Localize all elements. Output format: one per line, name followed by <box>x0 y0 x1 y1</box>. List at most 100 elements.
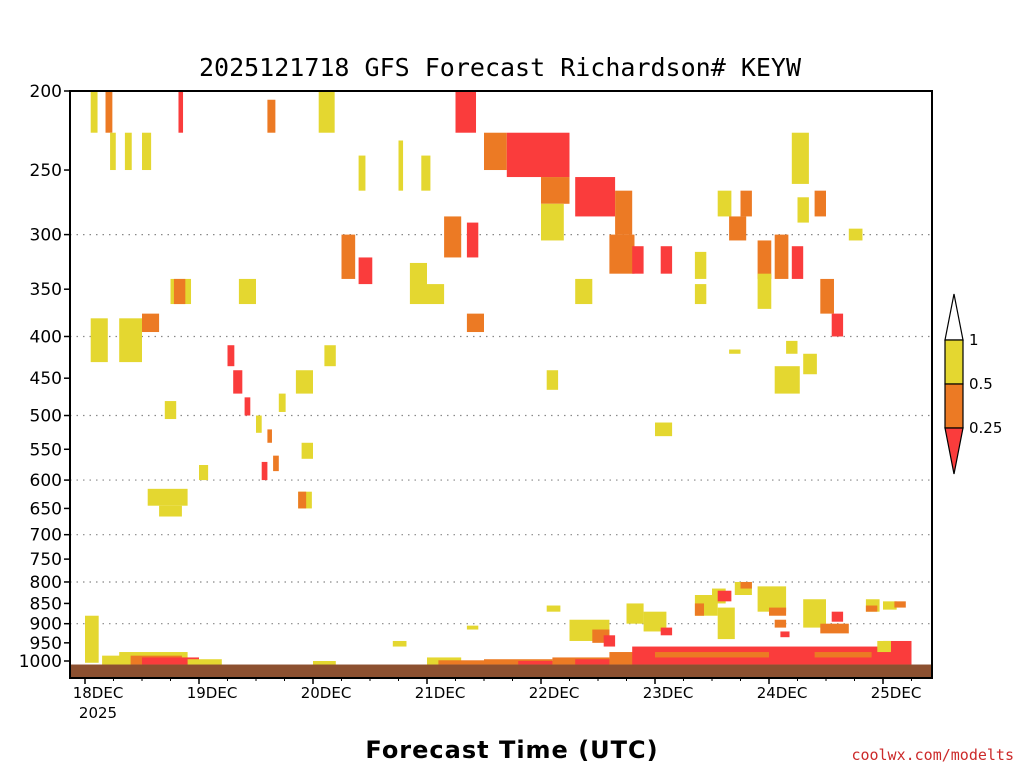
y-tick-label: 250 <box>30 161 62 181</box>
y-tick-label: 500 <box>30 407 62 427</box>
y-tick-label: 700 <box>30 526 62 546</box>
heatmap-cell <box>267 99 276 133</box>
x-tick-label: 23DEC <box>643 684 694 702</box>
heatmap-cell <box>541 177 570 204</box>
heatmap-cell <box>877 640 891 653</box>
heatmap-cell <box>173 278 186 305</box>
heatmap-cell <box>626 603 644 624</box>
heatmap-cell <box>729 216 747 241</box>
heatmap-cell <box>506 132 570 178</box>
heatmap-cell <box>358 155 366 191</box>
heatmap-cell <box>774 366 800 394</box>
heatmap-cell <box>603 635 616 647</box>
heatmap-cell <box>541 203 564 241</box>
colorbar-label: 0.25 <box>969 419 1002 437</box>
heatmap-cell <box>124 132 132 171</box>
heatmap-cell <box>244 397 251 416</box>
heatmap-cell <box>791 246 804 279</box>
heatmap-cell <box>655 652 804 658</box>
x-tick-label: 25DEC <box>871 684 922 702</box>
heatmap-cell <box>769 607 787 616</box>
x-tick-label: 24DEC <box>757 684 808 702</box>
heatmap-cell <box>883 601 897 610</box>
heatmap-cell <box>398 140 404 191</box>
heatmap-cell <box>142 132 152 171</box>
heatmap-cell <box>261 461 268 481</box>
x-tick-label: 20DEC <box>301 684 352 702</box>
colorbar-cap-bottom <box>944 427 964 475</box>
heatmap-cell <box>421 155 431 191</box>
y-tick-label: 550 <box>30 440 62 460</box>
heatmap-cell <box>609 234 635 274</box>
heatmap-cell <box>313 661 336 665</box>
heatmap-cell <box>455 91 477 133</box>
heatmap-cell <box>740 581 752 589</box>
heatmap-cell <box>729 349 741 354</box>
y-tick-label: 300 <box>30 226 62 246</box>
colorbar-label: 1 <box>969 331 979 349</box>
heatmap-cell <box>717 590 732 602</box>
y-tick-label: 800 <box>30 573 62 593</box>
surface-band <box>71 664 931 678</box>
heatmap-cell <box>85 615 99 663</box>
heatmap-cell <box>466 313 484 333</box>
heatmap-cell <box>786 340 798 354</box>
heatmap-cells <box>85 91 912 665</box>
heatmap-cell <box>575 177 616 217</box>
heatmap-cell <box>518 661 564 665</box>
heatmap-cell <box>865 605 878 612</box>
colorbar-bin <box>944 383 964 429</box>
heatmap-cell <box>717 190 732 217</box>
heatmap-cell <box>178 91 184 133</box>
heatmap-cell <box>546 605 561 612</box>
heatmap-cell <box>341 234 356 279</box>
heatmap-cell <box>392 640 407 647</box>
heatmap-cell <box>273 455 279 472</box>
y-axis: 200 250 300 350 400 450 500 550 600 650 700 750 8008… <box>19 82 70 672</box>
heatmap-cell <box>831 611 844 622</box>
y-tick-label: 950 <box>30 634 62 654</box>
heatmap-cell <box>780 631 790 638</box>
heatmap-cell <box>358 257 373 285</box>
heatmap-cell <box>119 318 142 363</box>
heatmap-cell <box>295 370 313 394</box>
heatmap-cell <box>324 345 336 367</box>
y-tick-label: 350 <box>30 280 62 300</box>
heatmap-cell <box>803 599 826 628</box>
heatmap-cell <box>814 652 872 658</box>
plot-frame <box>69 90 933 679</box>
x-tick-label: 22DEC <box>529 684 580 702</box>
x-axis-title: Forecast Time (UTC) <box>365 736 658 764</box>
heatmap-cell <box>142 313 160 333</box>
heatmap-cell <box>187 659 222 665</box>
heatmap-cell <box>90 91 98 133</box>
y-tick-label: 600 <box>30 471 62 491</box>
heatmap-cell <box>797 197 809 223</box>
y-tick-label: 750 <box>30 550 62 570</box>
heatmap-cell <box>318 91 335 133</box>
heatmap-cell <box>757 273 772 309</box>
heatmap-cell <box>575 278 593 305</box>
heatmap-cell <box>814 190 826 217</box>
colorbar-label: 0.5 <box>969 375 993 393</box>
heatmap-cell <box>694 603 705 616</box>
heatmap-cell <box>820 623 849 634</box>
y-tick-label: 1000 <box>19 652 62 672</box>
heatmap-cell <box>655 422 673 437</box>
heatmap-cell <box>105 91 113 133</box>
x-tick-sublabel: 2025 <box>79 704 117 722</box>
x-tick-label: 18DEC <box>73 684 124 702</box>
x-axis: 18DEC 2025 19DEC 20DEC 21DEC 22DEC 23DEC 24DEC 2… <box>73 678 922 722</box>
y-tick-label: 850 <box>30 594 62 614</box>
heatmap-cell <box>740 190 752 217</box>
heatmap-cell <box>298 491 307 509</box>
heatmap-cell <box>427 284 445 305</box>
heatmap-cell <box>227 345 235 367</box>
heatmap-cell <box>267 429 272 443</box>
colorbar-cap-top <box>944 293 964 341</box>
heatmap-cell <box>791 132 809 184</box>
heatmap-cell <box>142 657 199 665</box>
credit-text: coolwx.com/modelts <box>851 746 1014 764</box>
heatmap-cell <box>444 216 462 258</box>
colorbar-bin <box>944 339 964 385</box>
